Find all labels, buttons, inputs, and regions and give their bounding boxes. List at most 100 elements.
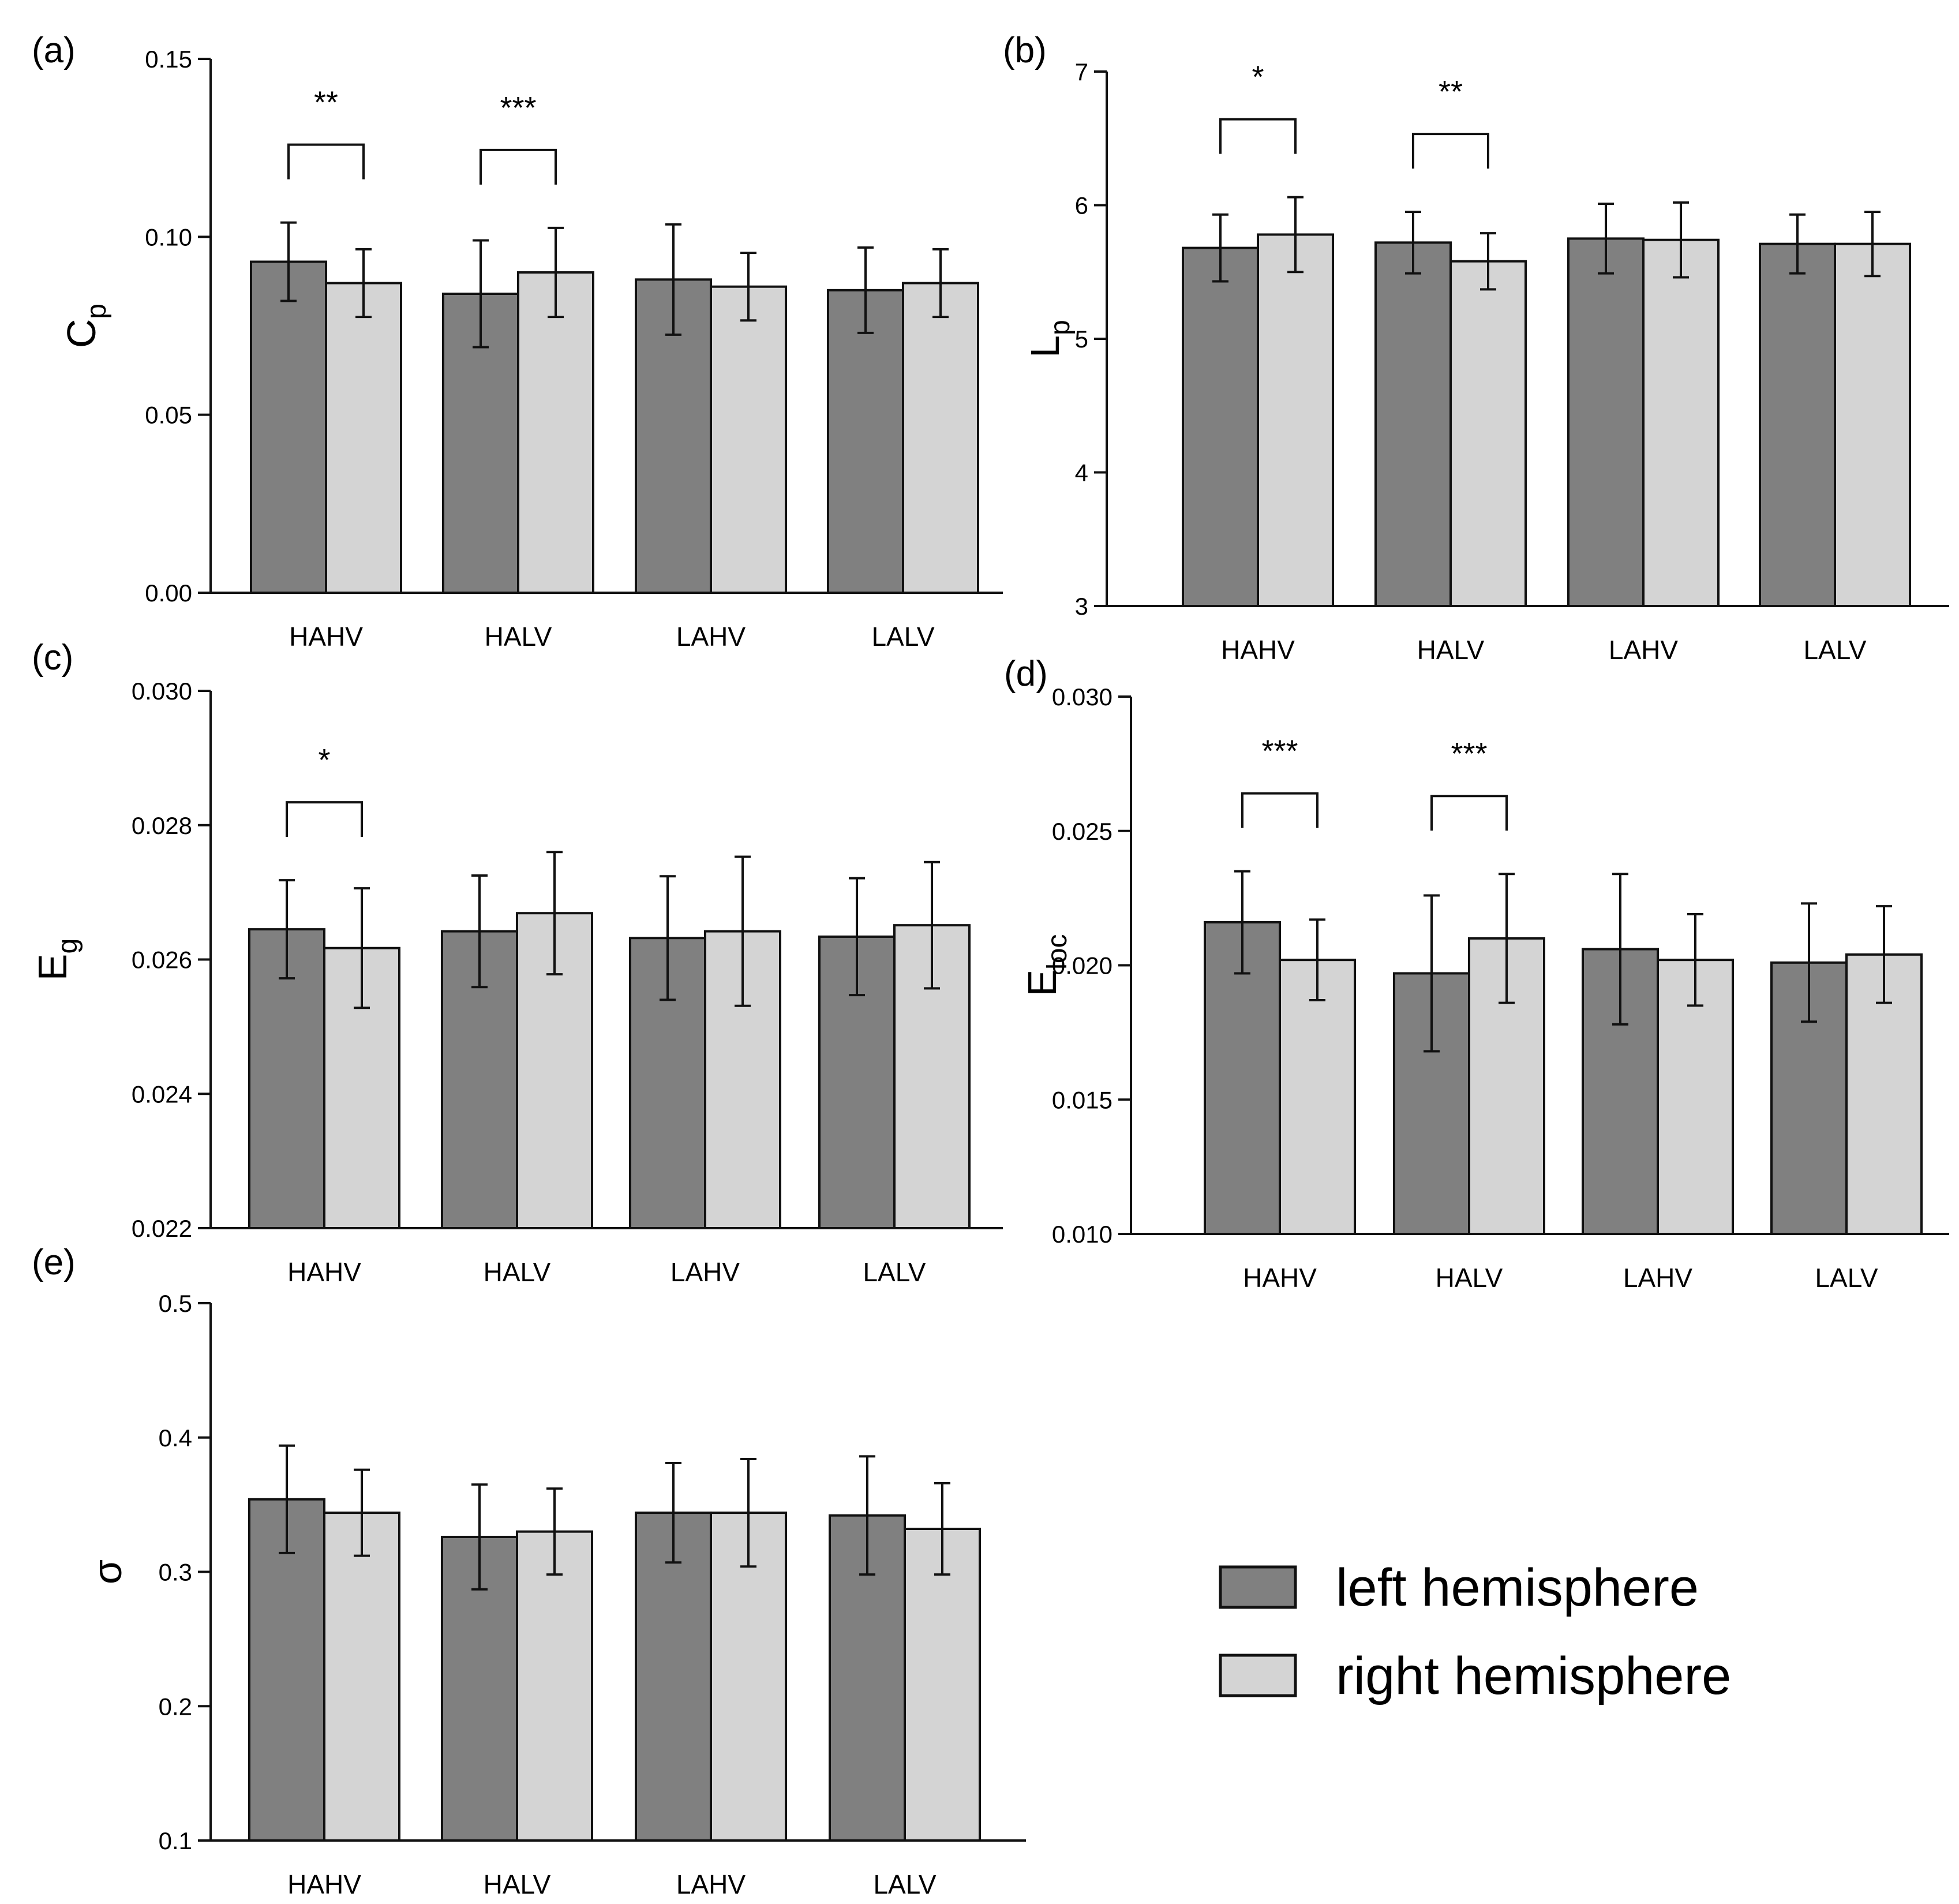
significance-label-c: *	[318, 743, 330, 777]
category-label-d: LAHV	[1623, 1263, 1692, 1293]
y-tick-label-e: 0.2	[159, 1693, 192, 1720]
y-tick-label-a: 0.15	[145, 46, 192, 73]
significance-label-d: ***	[1261, 734, 1298, 769]
category-label-c: HAHV	[287, 1257, 361, 1287]
bar-a-lalv-left	[827, 289, 904, 594]
bar-d-hahv-left	[1204, 921, 1281, 1235]
y-tick-label-c: 0.026	[132, 947, 192, 974]
category-label-b: HALV	[1417, 635, 1485, 665]
y-tick-label-c: 0.028	[132, 812, 192, 839]
y-tick-label-d: 0.010	[1052, 1221, 1113, 1248]
category-label-a: HAHV	[289, 622, 363, 652]
category-label-d: HAHV	[1243, 1263, 1317, 1293]
panel-label-c: (c)	[32, 638, 73, 678]
y-axis-label-sub-d: loc	[1042, 934, 1073, 969]
category-label-c: HALV	[484, 1257, 551, 1287]
bar-b-lalv-right	[1834, 242, 1911, 607]
bar-b-lahv-right	[1642, 238, 1720, 607]
bar-a-hahv-right	[325, 282, 402, 594]
y-tick-label-a: 0.10	[145, 223, 192, 250]
y-axis-label-d: Eloc	[1020, 934, 1073, 996]
y-tick-label-e: 0.5	[159, 1290, 192, 1317]
category-label-c: LALV	[863, 1257, 926, 1287]
bar-c-halv-right	[516, 912, 593, 1230]
y-tick-label-b: 3	[1075, 593, 1088, 620]
y-tick-label-c: 0.024	[132, 1080, 192, 1108]
legend-swatch-right	[1219, 1654, 1297, 1697]
y-tick-label-c: 0.030	[132, 678, 192, 705]
bar-a-lalv-right	[902, 282, 979, 594]
category-label-b: LALV	[1803, 635, 1866, 665]
significance-bracket-d	[1241, 792, 1319, 828]
bar-e-halv-right	[516, 1530, 593, 1842]
y-tick-label-d: 0.015	[1052, 1086, 1113, 1113]
y-tick-label-a: 0.05	[145, 402, 192, 429]
legend-label-left: left hemisphere	[1336, 1558, 1699, 1617]
y-tick-label-a: 0.00	[145, 579, 192, 607]
panel-label-e: (e)	[32, 1243, 76, 1282]
bar-b-halv-right	[1449, 260, 1527, 608]
panel-e: (e) 0.1 0.2 0.3 0.4 0.5 σ HAHV HALV LAHV LALV	[32, 1243, 1026, 1899]
panel-d: (d) 0.010 0.015 0.020 0.025 0.030 Eloc HAHV HALV…	[1004, 654, 1949, 1293]
y-tick-label-e: 0.4	[159, 1424, 192, 1452]
category-label-e: HAHV	[287, 1869, 361, 1899]
bar-a-halv-right	[517, 271, 594, 594]
category-label-b: HAHV	[1221, 635, 1295, 665]
bar-e-lalv-right	[904, 1528, 981, 1842]
y-axis-label-sub-c: g	[53, 938, 83, 954]
y-tick-label-e: 0.1	[159, 1827, 192, 1854]
category-label-b: LAHV	[1609, 635, 1678, 665]
significance-bracket-a	[287, 143, 365, 179]
bar-b-lalv-left	[1759, 242, 1836, 607]
y-tick-label-b: 7	[1075, 58, 1088, 85]
significance-label-a: **	[314, 85, 338, 120]
significance-bracket-a	[480, 148, 557, 185]
bar-b-lahv-left	[1567, 237, 1645, 607]
bar-e-hahv-right	[323, 1512, 400, 1842]
bar-d-halv-left	[1393, 972, 1470, 1235]
y-tick-label-b: 5	[1075, 326, 1088, 353]
bar-b-hahv-left	[1182, 246, 1259, 607]
y-tick-label-d: 0.025	[1052, 818, 1113, 845]
category-label-e: LAHV	[676, 1869, 746, 1899]
significance-bracket-d	[1430, 795, 1508, 831]
category-label-c: LAHV	[671, 1257, 740, 1287]
y-tick-label-d: 0.020	[1052, 952, 1113, 979]
panel-c: (c) 0.022 0.024 0.026 0.028 0.030 Eg HAHV HALV LA…	[30, 638, 1003, 1287]
y-axis-label-a: Cp	[59, 304, 112, 348]
category-label-a: HALV	[485, 622, 552, 652]
bar-b-hahv-right	[1257, 233, 1334, 607]
significance-label-b: **	[1439, 74, 1463, 109]
bar-a-lahv-right	[710, 285, 787, 594]
y-tick-label-e: 0.3	[159, 1559, 192, 1586]
y-axis-label-b: Lp	[1022, 320, 1076, 358]
panel-label-d: (d)	[1004, 654, 1048, 694]
significance-label-a: ***	[500, 91, 536, 125]
significance-label-b: *	[1252, 60, 1264, 95]
legend-label-right: right hemisphere	[1336, 1647, 1731, 1705]
y-tick-label-c: 0.022	[132, 1215, 192, 1242]
category-label-d: HALV	[1436, 1263, 1503, 1293]
y-tick-label-b: 4	[1075, 459, 1088, 487]
significance-bracket-b	[1219, 118, 1297, 154]
category-label-e: HALV	[484, 1869, 551, 1899]
legend: left hemisphere right hemisphere	[1219, 1558, 1731, 1705]
y-axis-label-c: Eg	[30, 938, 83, 981]
y-tick-label-b: 6	[1075, 192, 1088, 219]
y-axis-label-sub-b: p	[1045, 320, 1076, 335]
bar-a-hahv-left	[250, 260, 327, 594]
y-tick-label-d: 0.030	[1052, 683, 1113, 710]
panel-label-a: (a)	[32, 31, 76, 70]
significance-bracket-c	[286, 801, 363, 837]
panel-label-b: (b)	[1003, 31, 1047, 70]
category-label-e: LALV	[873, 1869, 936, 1899]
bar-b-halv-left	[1374, 241, 1452, 607]
y-axis-label-sub-a: p	[81, 304, 112, 319]
category-label-a: LAHV	[676, 622, 746, 652]
significance-bracket-b	[1412, 133, 1489, 169]
category-label-a: LALV	[871, 622, 934, 652]
legend-swatch-left	[1219, 1565, 1297, 1609]
